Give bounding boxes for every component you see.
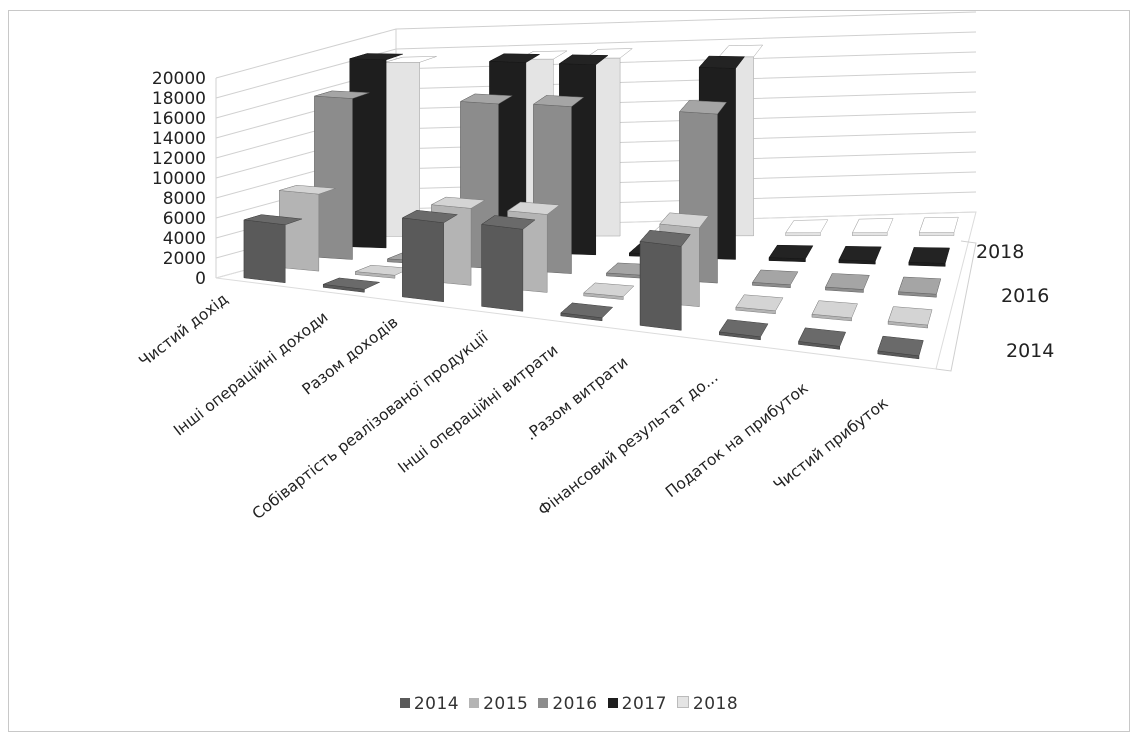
y-tick-label: 4000 bbox=[163, 229, 206, 249]
legend-label: 2016 bbox=[552, 694, 598, 714]
bar-top bbox=[825, 273, 870, 290]
bar-top bbox=[480, 215, 536, 230]
bar-top bbox=[560, 302, 614, 319]
bar-top bbox=[735, 294, 784, 312]
legend-swatch bbox=[676, 696, 689, 708]
chart-svg: 0200040006000800010000120001400016000180… bbox=[135, 11, 1054, 523]
bar bbox=[639, 241, 682, 331]
bar-top bbox=[401, 210, 459, 224]
bar-top bbox=[698, 55, 746, 69]
chart-frame: 0 2000 4000 6000 8000 10000 12000 14000 16000 180… bbox=[8, 10, 1130, 732]
bar-top bbox=[384, 56, 437, 63]
bar-top bbox=[718, 44, 764, 58]
bar bbox=[918, 232, 955, 236]
bar-top bbox=[459, 93, 514, 105]
chart-legend: 2014 2015 2016 2017 2018 bbox=[0, 694, 1138, 714]
bar-top bbox=[852, 218, 894, 233]
y-tick-label: 18000 bbox=[152, 89, 206, 109]
legend-swatch bbox=[399, 698, 410, 708]
depth-tick-label: 2016 bbox=[1001, 285, 1049, 307]
y-tick-label: 12000 bbox=[152, 149, 206, 169]
legend-item: 2014 bbox=[399, 694, 460, 714]
bar-top bbox=[639, 229, 691, 247]
legend-label: 2017 bbox=[621, 694, 667, 714]
y-tick-label: 10000 bbox=[152, 169, 206, 189]
bar-top bbox=[583, 282, 635, 297]
bar-top bbox=[430, 196, 486, 209]
category-label: Чистий дохід bbox=[135, 290, 231, 371]
bar-top bbox=[558, 54, 609, 66]
bar bbox=[384, 62, 421, 237]
bar-top bbox=[718, 319, 769, 338]
depth-tick-label: 2018 bbox=[976, 241, 1024, 263]
bar-top bbox=[314, 90, 370, 99]
bar-top bbox=[785, 219, 829, 234]
y-tick-label: 20000 bbox=[152, 69, 206, 89]
bar-top bbox=[659, 212, 709, 228]
legend-item: 2018 bbox=[676, 694, 739, 714]
bar bbox=[402, 217, 444, 303]
bar bbox=[852, 232, 888, 236]
bar-top bbox=[532, 95, 585, 107]
bar-top bbox=[768, 244, 814, 260]
legend-item: 2016 bbox=[538, 694, 597, 714]
bar bbox=[481, 224, 524, 312]
y-tick-label: 6000 bbox=[163, 209, 206, 229]
bar-top bbox=[506, 201, 560, 215]
y-tick-label: 0 bbox=[195, 269, 206, 289]
depth-tick-label: 2014 bbox=[1006, 340, 1054, 362]
legend-label: 2018 bbox=[692, 694, 739, 714]
bar-top bbox=[279, 185, 336, 195]
legend-item: 2015 bbox=[469, 694, 528, 714]
bar-top bbox=[752, 269, 799, 286]
legend-label: 2014 bbox=[413, 694, 460, 714]
legend-swatch bbox=[607, 698, 618, 708]
category-label: Фінансовий результат до... bbox=[535, 368, 722, 519]
bar bbox=[314, 95, 353, 260]
bar-top bbox=[811, 300, 858, 319]
y-tick-label: 14000 bbox=[152, 129, 206, 149]
depth-axis bbox=[935, 240, 977, 372]
y-tick-label: 16000 bbox=[152, 109, 206, 129]
bar-top bbox=[908, 247, 950, 264]
bar bbox=[243, 219, 286, 284]
bar-top bbox=[877, 335, 924, 357]
y-tick-label: 2000 bbox=[163, 249, 206, 269]
bar-top bbox=[798, 327, 847, 347]
y-tick-label: 8000 bbox=[163, 189, 206, 209]
category-label: Інші операційні витрати bbox=[395, 341, 562, 477]
bar-top bbox=[678, 100, 728, 115]
bar bbox=[349, 58, 387, 249]
bar-top bbox=[898, 276, 942, 295]
legend-swatch bbox=[538, 698, 549, 708]
bar-top bbox=[488, 53, 541, 63]
bar-top bbox=[838, 246, 882, 262]
bar bbox=[785, 232, 821, 237]
bar-top bbox=[243, 214, 303, 226]
bar-top bbox=[323, 277, 381, 290]
bar-top bbox=[349, 53, 404, 61]
legend-label: 2015 bbox=[483, 694, 529, 714]
legend-item: 2017 bbox=[607, 694, 667, 714]
legend-swatch bbox=[469, 698, 480, 708]
bar-top bbox=[918, 216, 959, 233]
bar-top bbox=[887, 306, 933, 326]
